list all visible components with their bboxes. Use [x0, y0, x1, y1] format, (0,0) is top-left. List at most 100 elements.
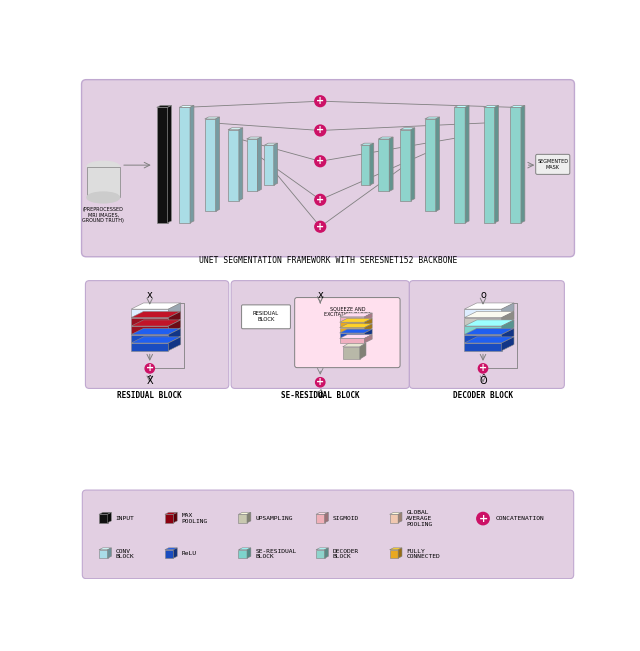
Polygon shape [99, 512, 111, 514]
Polygon shape [168, 311, 180, 326]
Polygon shape [398, 512, 402, 523]
Polygon shape [131, 326, 168, 334]
Polygon shape [173, 548, 177, 558]
Polygon shape [316, 549, 324, 558]
Text: INPUT: INPUT [116, 516, 134, 521]
Polygon shape [502, 311, 514, 326]
Polygon shape [521, 105, 525, 223]
Text: UPSAMPLING: UPSAMPLING [255, 516, 292, 521]
Polygon shape [205, 117, 220, 119]
Polygon shape [131, 303, 180, 309]
FancyBboxPatch shape [536, 154, 570, 174]
Polygon shape [316, 512, 328, 514]
Polygon shape [168, 328, 180, 342]
Circle shape [145, 364, 154, 373]
Polygon shape [390, 512, 402, 514]
Polygon shape [99, 549, 108, 558]
Text: SE-RESIDUAL
BLOCK: SE-RESIDUAL BLOCK [255, 549, 296, 559]
Polygon shape [165, 549, 173, 558]
Polygon shape [510, 105, 525, 107]
Polygon shape [343, 347, 360, 359]
Text: SIGMOID: SIGMOID [333, 516, 359, 521]
Text: SE-RESIDUAL BLOCK: SE-RESIDUAL BLOCK [281, 391, 360, 400]
Polygon shape [390, 514, 398, 523]
Circle shape [315, 221, 326, 232]
Circle shape [478, 364, 488, 373]
Polygon shape [360, 145, 370, 185]
Polygon shape [173, 512, 177, 523]
Text: GLOBAL
AVERAGE
POOLING: GLOBAL AVERAGE POOLING [406, 510, 433, 527]
FancyBboxPatch shape [81, 79, 575, 256]
Polygon shape [343, 343, 366, 347]
Polygon shape [247, 512, 251, 523]
Polygon shape [390, 548, 402, 549]
Text: X̂: X̂ [147, 376, 153, 386]
FancyBboxPatch shape [83, 490, 573, 579]
Polygon shape [360, 143, 374, 145]
Text: UNET SEGMENTATION FRAMEWORK WITH SERESNET152 BACKBONE: UNET SEGMENTATION FRAMEWORK WITH SERESNE… [199, 256, 457, 265]
Polygon shape [87, 167, 120, 197]
Polygon shape [228, 128, 243, 130]
Text: RESIDUAL
BLOCK: RESIDUAL BLOCK [253, 311, 279, 322]
Text: o: o [480, 290, 486, 300]
Polygon shape [340, 318, 372, 322]
Text: +: + [146, 363, 154, 374]
Polygon shape [340, 313, 372, 317]
Polygon shape [239, 548, 251, 549]
Polygon shape [454, 105, 469, 107]
Polygon shape [165, 514, 173, 523]
Text: +: + [316, 96, 324, 106]
Polygon shape [390, 549, 398, 558]
Polygon shape [131, 309, 168, 317]
Polygon shape [340, 322, 364, 327]
Polygon shape [316, 548, 328, 549]
FancyBboxPatch shape [294, 298, 400, 368]
Polygon shape [165, 512, 177, 514]
Polygon shape [168, 105, 172, 223]
Polygon shape [316, 514, 324, 523]
Polygon shape [425, 119, 436, 212]
Text: SQUEEZE AND
EXCITATION BLOCK: SQUEEZE AND EXCITATION BLOCK [324, 306, 371, 317]
Polygon shape [239, 512, 251, 514]
Polygon shape [364, 318, 372, 327]
Polygon shape [465, 326, 502, 334]
Polygon shape [340, 329, 372, 333]
Polygon shape [239, 128, 243, 201]
Polygon shape [364, 335, 372, 343]
Polygon shape [246, 139, 257, 191]
Polygon shape [239, 549, 247, 558]
Polygon shape [108, 548, 111, 558]
Circle shape [315, 96, 326, 107]
Text: +: + [478, 514, 488, 523]
Text: FULLY
CONNECTED: FULLY CONNECTED [406, 549, 440, 559]
Text: (PREPROCESSED
MRI IMAGES,
GROUND TRUTH): (PREPROCESSED MRI IMAGES, GROUND TRUTH) [83, 207, 124, 223]
Polygon shape [340, 335, 372, 339]
Text: CONCATENATION: CONCATENATION [495, 516, 544, 521]
Polygon shape [465, 320, 514, 326]
Polygon shape [131, 328, 180, 335]
Polygon shape [502, 303, 514, 317]
Polygon shape [108, 512, 111, 523]
Polygon shape [370, 143, 374, 185]
Polygon shape [378, 139, 389, 191]
Polygon shape [398, 548, 402, 558]
Circle shape [315, 195, 326, 205]
Text: +: + [316, 222, 324, 232]
Polygon shape [257, 137, 261, 191]
Text: +: + [316, 195, 324, 205]
Polygon shape [168, 320, 180, 334]
Text: DECODER
BLOCK: DECODER BLOCK [333, 549, 359, 559]
Text: SEGMENTED
MASK: SEGMENTED MASK [537, 159, 568, 170]
Polygon shape [340, 324, 372, 327]
Text: CONV
BLOCK: CONV BLOCK [116, 549, 134, 559]
Polygon shape [436, 117, 440, 212]
Polygon shape [340, 317, 364, 322]
Polygon shape [378, 137, 393, 139]
Polygon shape [502, 320, 514, 334]
Text: x: x [317, 290, 323, 300]
FancyBboxPatch shape [241, 305, 291, 329]
Circle shape [315, 156, 326, 167]
Polygon shape [364, 329, 372, 338]
Circle shape [477, 512, 489, 525]
Polygon shape [510, 107, 521, 223]
